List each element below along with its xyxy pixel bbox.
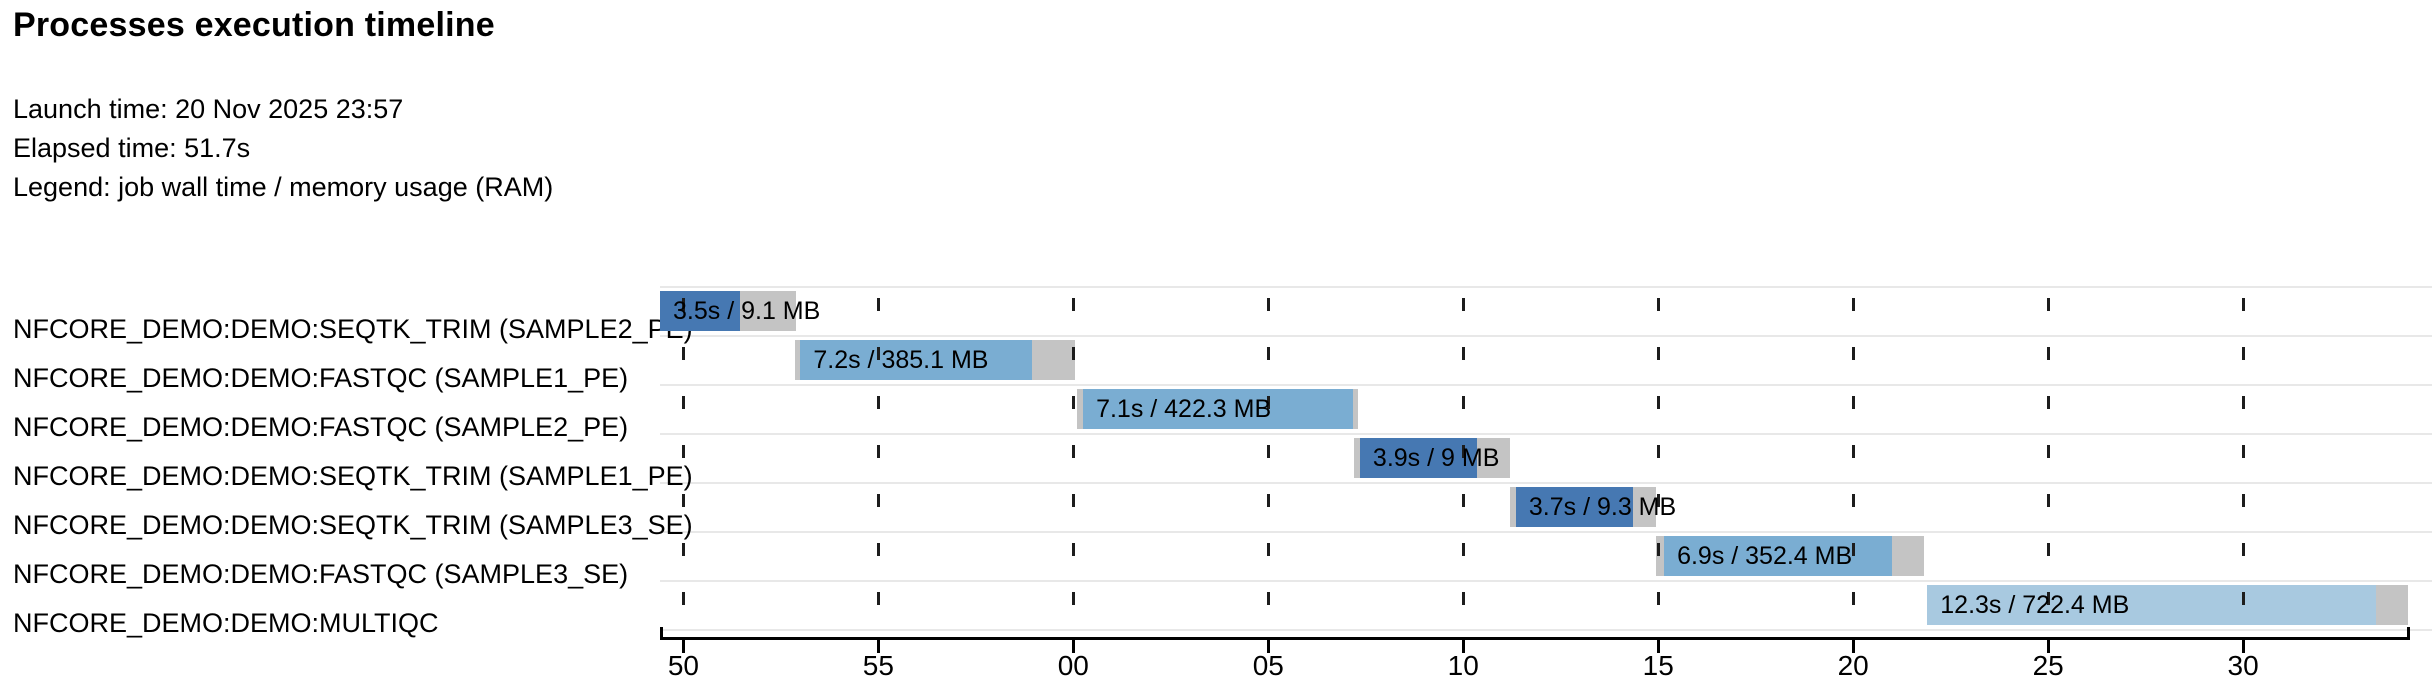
row-separator [660,482,2432,484]
axis-tick [2241,640,2245,653]
time-axis-line [660,637,2410,640]
task-overhead-bar [1032,340,1076,380]
task-overhead-bar [1656,536,1665,576]
gridline [2241,298,2245,630]
gridline [1266,298,1270,630]
process-label: NFCORE_DEMO:DEMO:SEQTK_TRIM (SAMPLE1_PE) [13,461,693,491]
task-bar-label: 6.9s / 352.4 MB [1677,541,1853,570]
page-title: Processes execution timeline [13,6,495,44]
axis-tick-label: 15 [1642,650,1674,681]
gridline [1071,298,1075,630]
axis-tick [1266,640,1270,653]
task-bar [1083,389,1354,429]
task-bar [660,291,740,331]
task-overhead-bar [1476,438,1511,478]
task-overhead-bar [739,291,797,331]
process-label: NFCORE_DEMO:DEMO:FASTQC (SAMPLE2_PE) [13,412,629,442]
task-overhead-bar [1354,438,1360,478]
task-overhead-bar [1892,536,1925,576]
task-bar [1359,438,1477,478]
task-bar-label: 3.7s / 9.3 MB [1528,492,1677,521]
task-overhead-bar [794,340,801,380]
axis-tick [1851,640,1855,653]
task-bar-label: 3.9s / 9 MB [1372,443,1500,472]
task-overhead-bar [1632,487,1657,527]
process-label: NFCORE_DEMO:DEMO:SEQTK_TRIM (SAMPLE3_SE) [13,510,693,540]
process-label: NFCORE_DEMO:DEMO:MULTIQC [13,608,439,638]
axis-tick [2046,640,2050,653]
axis-tick-label: 30 [2227,650,2259,681]
process-label: NFCORE_DEMO:DEMO:FASTQC (SAMPLE3_SE) [13,559,629,589]
gridline [1851,298,1855,630]
gridline [2046,298,2050,630]
task-bar [1927,585,2376,625]
axis-tick-label: 55 [862,650,894,681]
launch-time-text: Launch time: 20 Nov 2025 23:57 [13,94,404,124]
task-overhead-bar [1510,487,1516,527]
row-separator [660,580,2432,582]
axis-tick-label: 00 [1057,650,1089,681]
task-bar-label: 3.5s / 9.1 MB [673,296,821,325]
axis-tick [1461,640,1465,653]
row-separator [660,335,2432,337]
row-separator [660,433,2432,435]
task-bar-label: 7.1s / 422.3 MB [1096,394,1272,423]
gridline [876,298,880,630]
axis-tick [681,640,685,653]
task-overhead-bar [1077,389,1084,429]
row-separator [660,531,2432,533]
axis-end-cap [2407,627,2410,640]
axis-tick [876,640,880,653]
row-separator [660,629,2432,631]
gridline [1461,298,1465,630]
gridline [1656,298,1660,630]
axis-end-cap [660,627,663,640]
task-bar-label: 7.2s / 385.1 MB [813,345,989,374]
task-bar [1515,487,1633,527]
gridline [681,298,685,630]
axis-tick [1071,640,1075,653]
task-overhead-bar [2375,585,2409,625]
task-bar-label: 12.3s / 722.4 MB [1940,590,2130,619]
process-label: NFCORE_DEMO:DEMO:SEQTK_TRIM (SAMPLE2_PE) [13,314,693,344]
legend-text: Legend: job wall time / memory usage (RA… [13,172,554,202]
axis-tick [1656,640,1660,653]
task-bar [800,340,1033,380]
axis-tick-label: 10 [1447,650,1479,681]
row-separator [660,286,2432,288]
row-separator [660,384,2432,386]
axis-tick-label: 05 [1252,650,1284,681]
axis-tick-label: 50 [667,650,699,681]
elapsed-time-text: Elapsed time: 51.7s [13,133,251,163]
task-overhead-bar [1353,389,1358,429]
axis-tick-label: 20 [1837,650,1869,681]
process-label: NFCORE_DEMO:DEMO:FASTQC (SAMPLE1_PE) [13,363,629,393]
axis-tick-label: 25 [2032,650,2064,681]
